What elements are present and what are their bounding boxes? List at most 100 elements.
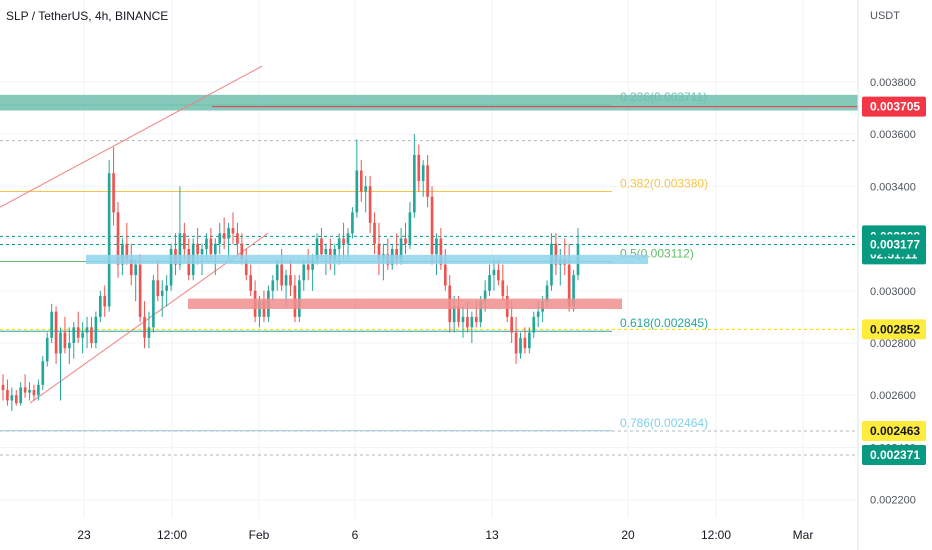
candle-body: [90, 327, 93, 343]
candle-body: [76, 327, 80, 338]
candle-body: [289, 275, 292, 286]
candle-body: [156, 280, 160, 296]
candle-body: [479, 301, 483, 323]
candle-body: [443, 264, 447, 286]
currency-label: USDT: [870, 10, 900, 22]
y-tick-label: 0.002600: [870, 390, 916, 402]
candle-body: [28, 390, 31, 393]
candle-body: [364, 186, 368, 192]
candle-body: [377, 243, 381, 260]
candle-body: [41, 361, 45, 385]
price-label-text: 0.003705: [870, 100, 920, 114]
candle-body: [474, 316, 478, 323]
y-tick-label: 0.003800: [870, 77, 916, 89]
candle-body: [244, 259, 248, 276]
fib-label: 0.382(0.003380): [620, 176, 708, 190]
x-tick-label: Mar: [793, 528, 814, 542]
price-label-bg: [862, 319, 926, 340]
candle-body: [501, 280, 505, 296]
candle-body: [311, 259, 314, 270]
candle-body: [536, 311, 540, 317]
candle-body: [249, 275, 253, 291]
price-label-text: 0.002371: [870, 448, 920, 462]
candle-body: [98, 295, 102, 317]
candle-body: [160, 290, 164, 296]
x-tick-label: 12:00: [701, 528, 731, 542]
candle-body: [346, 233, 350, 244]
candle-body: [125, 243, 129, 260]
candle-body: [399, 238, 403, 260]
candle-body: [1, 384, 5, 391]
candle-body: [63, 332, 67, 349]
candle-body: [320, 238, 323, 255]
candle-body: [103, 295, 107, 307]
candle-body: [426, 165, 429, 197]
candle-body: [315, 238, 319, 260]
candle-body: [10, 395, 14, 401]
fib-label: 0.786(0.002464): [620, 416, 708, 430]
candle-body: [134, 264, 138, 276]
candle-body: [430, 196, 434, 255]
candle-body: [183, 233, 186, 249]
candle-body: [129, 259, 133, 276]
candle-body: [227, 228, 230, 239]
candle-body: [413, 154, 416, 213]
candle-body: [222, 233, 226, 239]
price-label-bg: [862, 421, 926, 442]
candle-body: [169, 248, 173, 286]
fib-retracement: 0.236(0.003711)0.382(0.003380)0.5(0.0031…: [0, 90, 858, 456]
candle-body: [200, 248, 204, 255]
candle-body: [72, 327, 76, 343]
candle-body: [532, 316, 536, 333]
candle-body: [138, 264, 142, 317]
candle-body: [14, 395, 18, 404]
candle-body: [328, 248, 332, 260]
candle-body: [178, 233, 182, 265]
zones-layer: [0, 94, 858, 111]
trendline-upper: [0, 65, 263, 208]
time-axis: 23 12:00 Feb 6 13 20 12:00 Mar: [77, 528, 813, 542]
candles: [1, 134, 580, 411]
candle-body: [359, 170, 363, 192]
y-tick-label: 0.003000: [870, 286, 916, 298]
candle-body: [470, 316, 474, 328]
candle-body: [404, 238, 407, 244]
price-label-bg: [862, 445, 926, 466]
candle-body: [351, 212, 354, 234]
candle-body: [37, 384, 40, 396]
candle-body: [417, 154, 421, 182]
candle-body: [519, 337, 522, 354]
candle-body: [461, 316, 465, 323]
chart-title: SLP / TetherUS, 4h, BINANCE: [6, 9, 168, 23]
candle-body: [342, 238, 345, 244]
price-label-text: 0.002463: [870, 424, 920, 438]
candle-body: [306, 264, 310, 270]
candle-body: [452, 306, 456, 323]
candle-body: [54, 311, 58, 354]
resistance-zone-top: [0, 94, 858, 111]
candle-body: [196, 243, 199, 255]
candle-body: [68, 342, 71, 349]
fib-label: 0.618(0.002845): [620, 316, 708, 330]
candle-body: [284, 275, 288, 286]
candle-body: [368, 186, 372, 223]
candle-body: [488, 275, 491, 291]
candle-body: [6, 390, 9, 401]
candle-body: [528, 332, 531, 349]
candle-body: [408, 212, 412, 244]
candle-body: [165, 285, 168, 291]
x-tick-label: 6: [352, 528, 359, 542]
x-tick-label: Feb: [249, 528, 270, 542]
candle-body: [337, 238, 341, 249]
price-label-bg: [862, 96, 926, 117]
candle-body: [94, 316, 98, 343]
candle-body: [218, 233, 222, 244]
candle-body: [152, 280, 155, 328]
y-tick-label: 0.003400: [870, 181, 916, 193]
candle-body: [483, 290, 487, 302]
x-tick-label: 13: [485, 528, 499, 542]
candle-body: [107, 173, 111, 307]
candle-body: [81, 332, 84, 338]
candle-body: [147, 327, 151, 338]
